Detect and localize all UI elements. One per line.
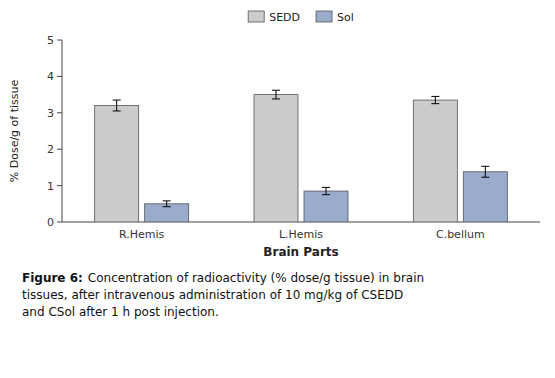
error-bar-cap <box>431 96 439 97</box>
legend-swatch <box>248 11 264 22</box>
error-bar-cap <box>272 98 280 99</box>
y-tick-label: 3 <box>47 107 54 120</box>
y-axis-label: % Dose/g of tissue <box>8 80 21 183</box>
legend-label: Sol <box>337 11 354 24</box>
bar <box>413 100 457 222</box>
caption-text: and CSol after 1 h post injection. <box>22 305 219 319</box>
error-bar-stem <box>485 166 486 177</box>
error-bar-cap <box>113 100 121 101</box>
y-tick <box>57 76 62 77</box>
y-tick <box>57 40 62 41</box>
error-bar-cap <box>481 177 489 178</box>
error-bar-cap <box>113 110 121 111</box>
y-tick <box>57 149 62 150</box>
error-bar-cap <box>163 200 171 201</box>
error-bar-cap <box>272 90 280 91</box>
error-bar <box>113 100 121 111</box>
y-tick-label: 2 <box>47 143 54 156</box>
y-tick <box>57 222 62 223</box>
caption-text: tissues, after intravenous administratio… <box>22 288 403 302</box>
bar <box>145 204 189 222</box>
x-tick-label: R.Hemis <box>119 228 165 241</box>
legend-swatch <box>316 11 332 22</box>
caption-label: Figure 6: <box>22 271 83 285</box>
y-tick <box>57 112 62 113</box>
error-bar-stem <box>276 90 277 99</box>
error-bar <box>322 187 330 194</box>
legend-label: SEDD <box>269 11 300 24</box>
error-bar-cap <box>163 206 171 207</box>
error-bar-cap <box>431 103 439 104</box>
caption-text: Concentration of radioactivity (% dose/g… <box>88 271 424 285</box>
x-tick-label: L.Hemis <box>279 228 323 241</box>
x-axis-label: Brain Parts <box>263 245 338 259</box>
y-tick-label: 5 <box>47 34 54 47</box>
error-bar <box>163 201 171 207</box>
error-bar <box>431 96 439 103</box>
bars <box>95 90 508 222</box>
error-bar-cap <box>481 166 489 167</box>
chart: 0 1 2 3 4 5 R.Hemis L.Hemis C.bellum Brain Parts%… <box>0 0 555 378</box>
caption: Figure 6: Concentration of radioactivity … <box>22 271 424 319</box>
y-tick-label: 0 <box>47 216 54 229</box>
y-axis-line <box>62 40 63 222</box>
error-bar-stem <box>326 187 327 194</box>
error-bar <box>272 90 280 99</box>
legend: SEDD Sol <box>248 11 354 24</box>
y-tick-label: 1 <box>47 180 54 193</box>
error-bar-cap <box>322 187 330 188</box>
x-tick-label: C.bellum <box>436 228 485 241</box>
error-bar-cap <box>322 194 330 195</box>
bar <box>254 95 298 222</box>
error-bar-stem <box>435 96 436 103</box>
y-axis: 0 1 2 3 4 5 <box>47 34 62 229</box>
error-bar <box>481 166 489 177</box>
y-tick <box>57 185 62 186</box>
error-bar-stem <box>166 201 167 207</box>
bar <box>95 106 139 222</box>
error-bar-stem <box>116 100 117 111</box>
y-tick-label: 4 <box>47 70 54 83</box>
bar <box>463 172 507 222</box>
bar <box>304 191 348 222</box>
